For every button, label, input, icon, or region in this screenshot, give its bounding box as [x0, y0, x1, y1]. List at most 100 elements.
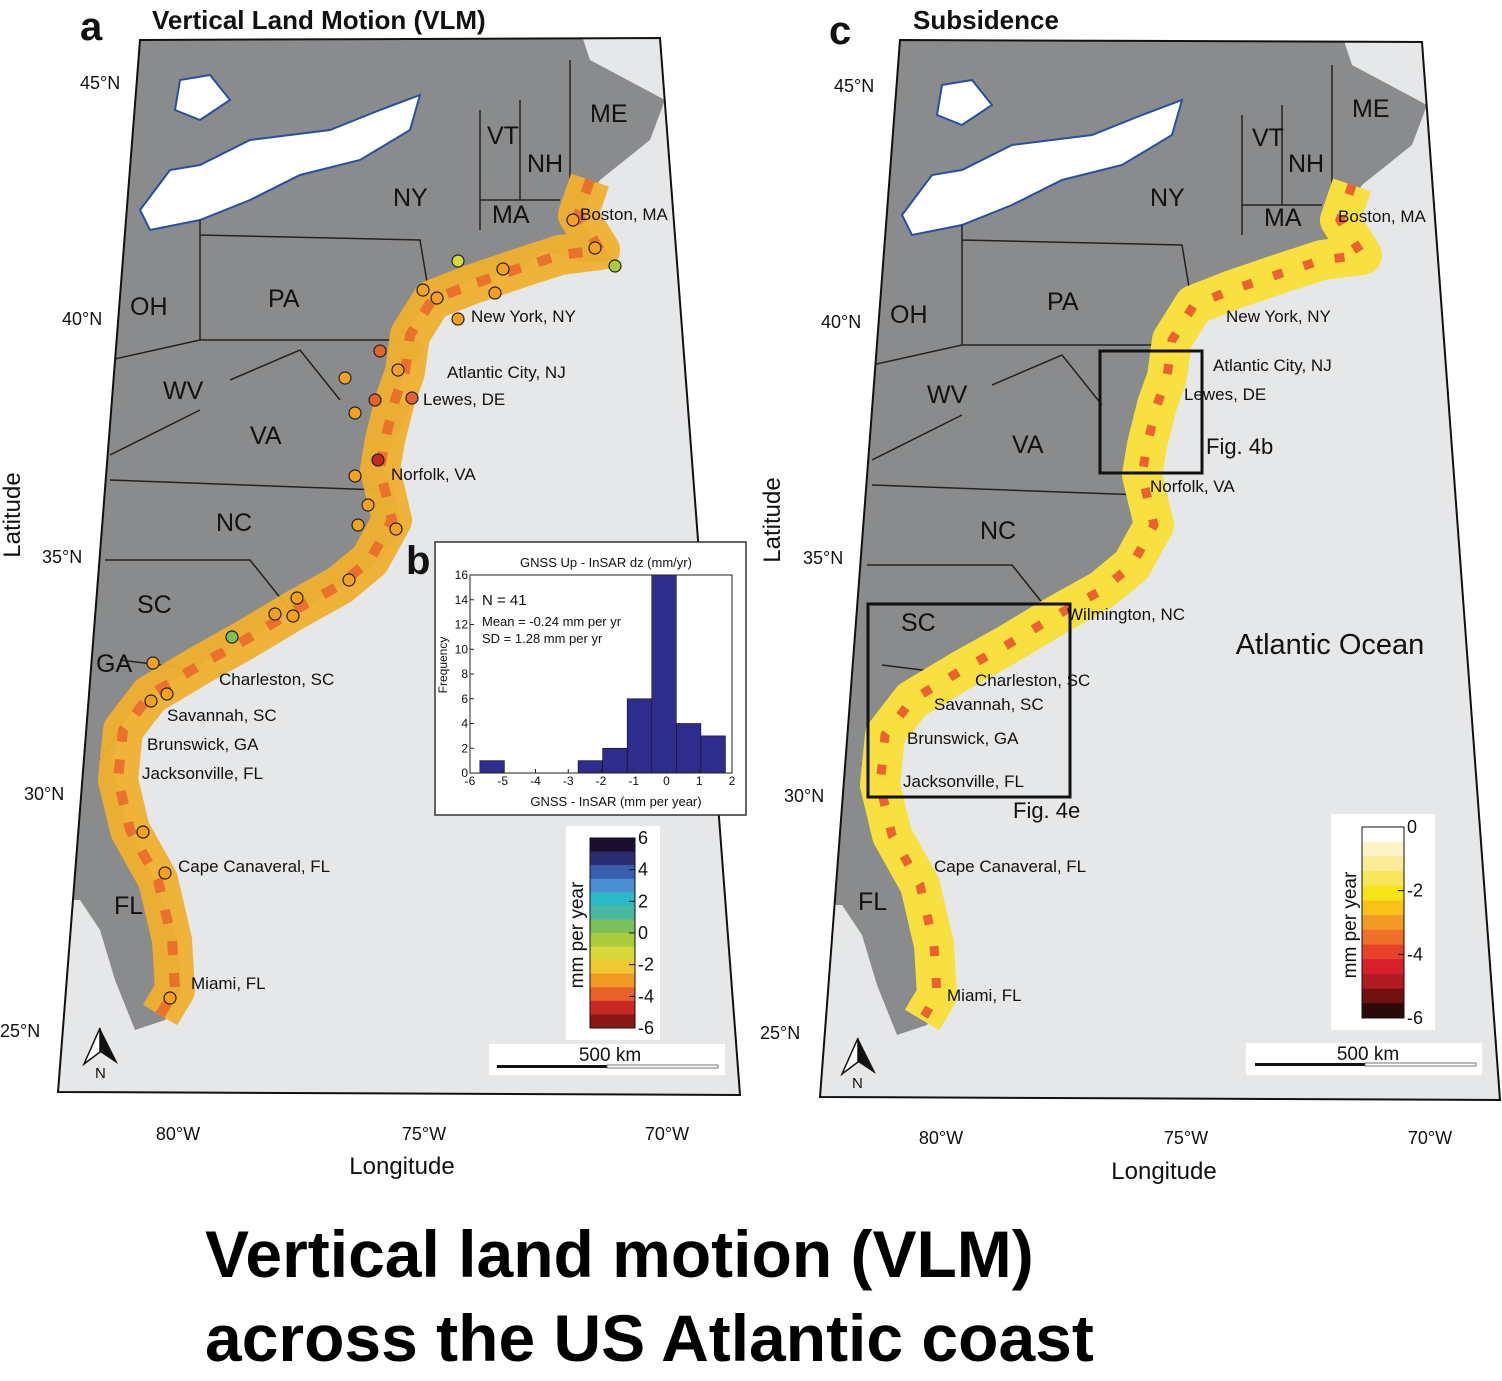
panel-c-states-11: FL — [858, 888, 887, 916]
panel-c-states-10: SC — [901, 609, 936, 637]
colorbar-a: 6 4 2 0 -2 -4 -6 mm per year — [566, 826, 660, 1040]
panel-a-states-3: NY — [393, 184, 428, 212]
panel-a-states-5: PA — [268, 285, 300, 313]
colorbar-swatch — [590, 973, 635, 988]
panel-c-cities-11: Miami, FL — [947, 986, 1022, 1005]
colorbar-swatch — [590, 878, 635, 893]
y-tick-label: 16 — [455, 568, 469, 582]
panel-a-states-7: WV — [163, 377, 204, 405]
colorbar-tick: -4 — [1407, 944, 1423, 964]
y-tick-label: 10 — [455, 642, 469, 656]
x-axis-label: Longitude — [349, 1153, 454, 1180]
panel-a-states-6: OH — [130, 293, 168, 321]
colorbar-swatch — [1362, 856, 1404, 872]
x-tick-label: 2 — [729, 774, 736, 788]
colorbar-tick: 2 — [638, 891, 648, 911]
panel-c-scale-bar: 500 km — [1337, 1044, 1399, 1065]
colorbar-tick: 6 — [638, 828, 648, 848]
panel-a-lat-ticks-2: 35°N — [42, 547, 82, 567]
lon-ticks-c: 80°W 75°W 70°W — [919, 1128, 1452, 1148]
panel-a-lon-ticks-2: 70°W — [645, 1124, 689, 1144]
colorbar-tick: 4 — [638, 860, 648, 880]
fig-4b-box — [1098, 349, 1204, 475]
headline-line-2: across the US Atlantic coast — [205, 1301, 1094, 1375]
colorbar-swatch — [1362, 959, 1404, 975]
panel-c-cities-4: Norfolk, VA — [1150, 477, 1235, 496]
colorbar-swatch — [1362, 944, 1404, 960]
colorbar-swatch — [590, 905, 635, 920]
colorbar-swatch — [590, 838, 635, 853]
colorbar-swatch — [1362, 929, 1404, 946]
panel-c-title: Subsidence — [913, 5, 1059, 35]
panel-c-north: N — [852, 1075, 863, 1092]
y-tick-label: 12 — [455, 618, 469, 632]
north-arrow-icon-c: N — [840, 1037, 876, 1092]
state-labels-c: ME VT NH NY MA PA OH WV VA NC SC FL — [858, 95, 1390, 916]
colorbar-swatch — [590, 960, 635, 975]
colorbar-swatch — [590, 851, 635, 866]
panel-c-cities-6: Charleston, SC — [975, 671, 1090, 690]
panel-a-scale-bar: 500 km — [579, 1045, 641, 1066]
panel-a-lon-ticks-1: 75°W — [402, 1124, 446, 1144]
lat-ticks: 45°N 40°N 35°N 30°N 25°N — [0, 73, 120, 1041]
panel-a-cities-8: Jacksonville, FL — [142, 764, 263, 783]
panel-c-map: Fig. 4b Fig. 4e Atlantic Ocean c Subside… — [759, 5, 1502, 1185]
panel-c-states-5: PA — [1047, 288, 1079, 316]
panel-a-colorbar-label: mm per year — [567, 881, 588, 988]
panel-a-states-1: VT — [487, 122, 519, 150]
annotation-sd: SD = 1.28 mm per yr — [482, 631, 603, 646]
panel-c-letter: c — [829, 9, 851, 53]
histogram-bar — [602, 747, 628, 774]
panel-a-cities-5: Charleston, SC — [219, 670, 334, 689]
panel-a-lat-ticks-4: 25°N — [0, 1021, 40, 1041]
panel-a-states-12: FL — [114, 892, 143, 920]
histogram-bar — [676, 723, 702, 774]
panel-c-lon-ticks-0: 80°W — [919, 1128, 963, 1148]
panel-c-cities-1: New York, NY — [1226, 307, 1331, 326]
panel-a-cities-3: Lewes, DE — [423, 390, 505, 409]
panel-c-states-3: NY — [1150, 184, 1185, 212]
colorbar-swatch — [590, 892, 635, 907]
panel-a-cities-7: Brunswick, GA — [147, 735, 259, 754]
panel-a-lat-ticks-1: 40°N — [62, 309, 102, 329]
panel-a-lat-ticks-0: 45°N — [80, 73, 120, 93]
panel-a-states-10: SC — [137, 591, 172, 619]
fig-4e-label: Fig. 4e — [1013, 798, 1080, 823]
panel-a-lat-ticks-3: 30°N — [24, 784, 64, 804]
x-tick-label: -1 — [628, 774, 639, 788]
panel-c-states-8: VA — [1012, 431, 1044, 459]
y-tick-label: 0 — [461, 766, 468, 780]
panel-c-lat-ticks-0: 45°N — [834, 76, 874, 96]
colorbar-swatch — [590, 865, 635, 880]
lat-ticks-c: 45°N 40°N 35°N 30°N 25°N — [760, 76, 874, 1043]
colorbar-tick: -6 — [638, 1018, 654, 1038]
panel-c-cities-9: Jacksonville, FL — [903, 772, 1024, 791]
fig-4b-label: Fig. 4b — [1206, 434, 1273, 459]
colorbar-swatch — [1362, 900, 1404, 916]
headline-line-1: Vertical land motion (VLM) — [205, 1217, 1034, 1291]
colorbar-tick: -6 — [1407, 1008, 1423, 1028]
panel-c-states-7: WV — [927, 381, 968, 409]
colorbar-tick: 0 — [638, 923, 648, 943]
gnss-stations — [136, 213, 622, 1005]
x-tick-label: -5 — [497, 774, 508, 788]
panel-a-title: Vertical Land Motion (VLM) — [152, 5, 486, 35]
histogram-bar — [700, 735, 726, 774]
colorbar-swatch — [1362, 827, 1404, 843]
x-tick-label: -2 — [596, 774, 607, 788]
colorbar-swatch — [1362, 1003, 1404, 1019]
panel-c-states-9: NC — [980, 517, 1016, 545]
panel-c-lat-ticks-2: 35°N — [803, 548, 843, 568]
histogram-bar — [651, 574, 677, 774]
panel-a-states-0: ME — [590, 100, 628, 128]
hist-xlabel: GNSS - InSAR (mm per year) — [530, 794, 701, 809]
colorbar-tick: -4 — [638, 986, 654, 1006]
panel-a-letter: a — [80, 5, 103, 49]
colorbar-tick: -2 — [1407, 881, 1423, 901]
x-tick-label: -6 — [465, 774, 476, 788]
ocean-label: Atlantic Ocean — [1236, 629, 1425, 661]
fig-4e-box — [866, 602, 1072, 799]
panel-a-cities-1: New York, NY — [471, 307, 576, 326]
colorbar-swatch — [590, 987, 635, 1002]
